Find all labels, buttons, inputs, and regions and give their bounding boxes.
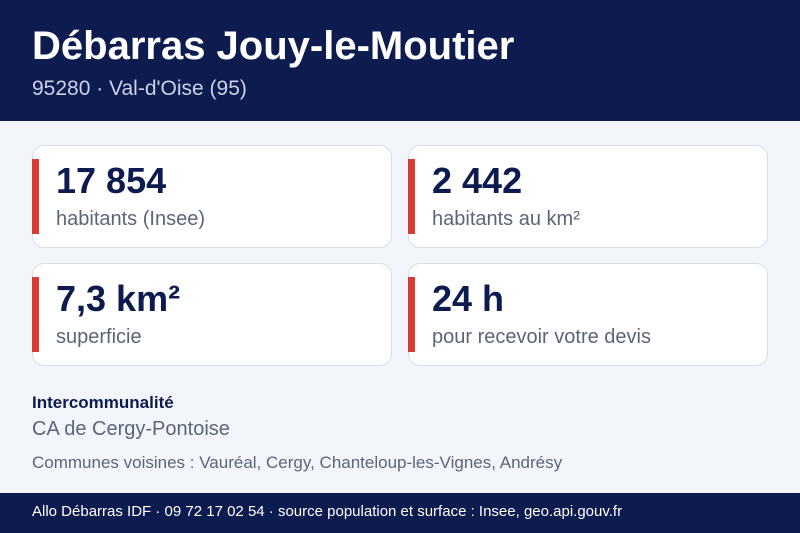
accent-bar (32, 159, 39, 234)
stat-label: habitants au km² (432, 208, 580, 230)
intercommunalite-value: CA de Cergy-Pontoise (32, 418, 230, 440)
stat-card-quote-delay: 24 h pour recevoir votre devis (408, 263, 768, 366)
header-banner: Débarras Jouy-le-Moutier 95280 · Val-d'O… (0, 0, 800, 121)
stat-value: 17 854 (56, 160, 167, 201)
neighboring-communes: Communes voisines : Vauréal, Cergy, Chan… (32, 453, 563, 472)
footer-text: Allo Débarras IDF · 09 72 17 02 54 · sou… (32, 503, 623, 520)
stat-card-area: 7,3 km² superficie (32, 263, 392, 366)
footer-bar: Allo Débarras IDF · 09 72 17 02 54 · sou… (0, 493, 800, 533)
accent-bar (408, 159, 415, 234)
stat-label: habitants (Insee) (56, 208, 205, 230)
stat-value: 24 h (432, 278, 505, 319)
stat-value: 7,3 km² (56, 278, 181, 319)
page-subtitle: 95280 · Val-d'Oise (95) (32, 77, 247, 100)
stat-card-density: 2 442 habitants au km² (408, 145, 768, 248)
stat-card-population: 17 854 habitants (Insee) (32, 145, 392, 248)
page-title: Débarras Jouy-le-Moutier (32, 24, 515, 68)
stat-label: superficie (56, 326, 142, 348)
accent-bar (32, 277, 39, 352)
accent-bar (408, 277, 415, 352)
intercommunalite-heading: Intercommunalité (32, 393, 174, 412)
stat-value: 2 442 (432, 160, 523, 201)
stat-label: pour recevoir votre devis (432, 326, 651, 348)
